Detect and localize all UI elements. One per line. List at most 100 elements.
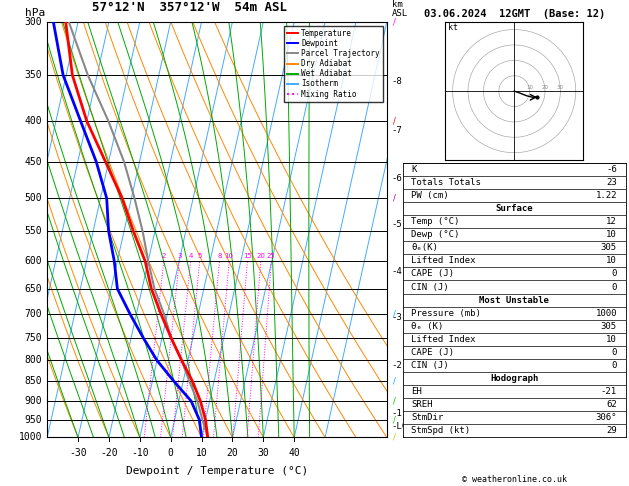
Text: -6: -6 (606, 165, 617, 174)
Text: Most Unstable: Most Unstable (479, 295, 549, 305)
Text: 10: 10 (606, 257, 617, 265)
Text: 850: 850 (25, 376, 42, 386)
Text: -4: -4 (392, 267, 403, 276)
Text: 10: 10 (606, 230, 617, 239)
Text: CAPE (J): CAPE (J) (411, 348, 455, 357)
Text: -7: -7 (392, 126, 403, 135)
Text: 305: 305 (601, 322, 617, 331)
Text: /: / (393, 415, 396, 424)
Text: Mixing Ratio (g/kg): Mixing Ratio (g/kg) (411, 178, 420, 281)
Text: /: / (393, 17, 396, 26)
Text: 305: 305 (601, 243, 617, 252)
Text: 29: 29 (606, 426, 617, 435)
Text: 20: 20 (226, 448, 238, 458)
Text: SREH: SREH (411, 400, 433, 409)
Text: CIN (J): CIN (J) (411, 361, 449, 370)
Text: Lifted Index: Lifted Index (411, 257, 476, 265)
Text: /: / (393, 377, 396, 386)
Text: 0: 0 (168, 448, 174, 458)
Text: 550: 550 (25, 226, 42, 236)
Text: 306°: 306° (596, 413, 617, 422)
Text: 650: 650 (25, 284, 42, 294)
Text: -21: -21 (601, 387, 617, 396)
Text: 600: 600 (25, 256, 42, 266)
Text: CAPE (J): CAPE (J) (411, 269, 455, 278)
Text: 23: 23 (606, 178, 617, 187)
Text: Surface: Surface (496, 204, 533, 213)
Text: Dewp (°C): Dewp (°C) (411, 230, 460, 239)
Text: 400: 400 (25, 116, 42, 126)
Text: 10: 10 (196, 448, 208, 458)
Text: Lifted Index: Lifted Index (411, 335, 476, 344)
Text: EH: EH (411, 387, 422, 396)
Text: Dewpoint / Temperature (°C): Dewpoint / Temperature (°C) (126, 467, 308, 476)
Text: 40: 40 (288, 448, 300, 458)
Text: -1: -1 (392, 409, 403, 418)
Text: hPa: hPa (25, 8, 45, 17)
Text: 900: 900 (25, 396, 42, 406)
Text: -8: -8 (392, 77, 403, 87)
Text: 4: 4 (189, 253, 193, 259)
Text: 10: 10 (606, 335, 617, 344)
Text: 0: 0 (611, 282, 617, 292)
Text: 350: 350 (25, 70, 42, 80)
Text: -2: -2 (392, 361, 403, 370)
Text: CIN (J): CIN (J) (411, 282, 449, 292)
Text: © weatheronline.co.uk: © weatheronline.co.uk (462, 475, 567, 484)
Text: 0: 0 (611, 348, 617, 357)
Text: 57°12'N  357°12'W  54m ASL: 57°12'N 357°12'W 54m ASL (92, 0, 287, 14)
Text: K: K (411, 165, 417, 174)
Text: 950: 950 (25, 415, 42, 425)
Text: 20: 20 (542, 85, 548, 89)
Text: 450: 450 (25, 157, 42, 167)
Text: 2: 2 (162, 253, 166, 259)
Text: Totals Totals: Totals Totals (411, 178, 481, 187)
Text: 1000: 1000 (19, 433, 42, 442)
Text: 25: 25 (267, 253, 276, 259)
Text: 0: 0 (611, 269, 617, 278)
Text: 03.06.2024  12GMT  (Base: 12): 03.06.2024 12GMT (Base: 12) (423, 9, 605, 19)
Text: θₑ (K): θₑ (K) (411, 322, 443, 331)
Text: 1000: 1000 (596, 309, 617, 318)
Text: /: / (393, 397, 396, 405)
Legend: Temperature, Dewpoint, Parcel Trajectory, Dry Adiabat, Wet Adiabat, Isotherm, Mi: Temperature, Dewpoint, Parcel Trajectory… (284, 26, 383, 102)
Text: -20: -20 (100, 448, 118, 458)
Text: -30: -30 (69, 448, 87, 458)
Text: 0: 0 (611, 361, 617, 370)
Text: 800: 800 (25, 355, 42, 365)
Text: 62: 62 (606, 400, 617, 409)
Text: 30: 30 (557, 85, 564, 89)
Text: Hodograph: Hodograph (490, 374, 538, 383)
Text: -6: -6 (392, 174, 403, 183)
Text: 8: 8 (217, 253, 222, 259)
Text: 500: 500 (25, 193, 42, 203)
Text: 30: 30 (257, 448, 269, 458)
Text: kt: kt (448, 22, 458, 32)
Text: PW (cm): PW (cm) (411, 191, 449, 200)
Text: -10: -10 (131, 448, 148, 458)
Text: /: / (393, 117, 396, 126)
Text: StmDir: StmDir (411, 413, 443, 422)
Text: /: / (393, 433, 396, 442)
Text: 12: 12 (606, 217, 617, 226)
Text: -3: -3 (392, 313, 403, 322)
Text: 300: 300 (25, 17, 42, 27)
Text: km
ASL: km ASL (392, 0, 408, 17)
Text: 5: 5 (198, 253, 202, 259)
Text: 10: 10 (225, 253, 234, 259)
Text: 20: 20 (257, 253, 265, 259)
Text: θₑ(K): θₑ(K) (411, 243, 438, 252)
Text: 10: 10 (526, 85, 533, 89)
Text: /: / (393, 310, 396, 319)
Text: 1.22: 1.22 (596, 191, 617, 200)
Text: -LCL: -LCL (392, 422, 413, 431)
Text: 15: 15 (243, 253, 252, 259)
Text: -5: -5 (392, 220, 403, 229)
Text: Pressure (mb): Pressure (mb) (411, 309, 481, 318)
Text: /: / (393, 194, 396, 203)
Text: 700: 700 (25, 309, 42, 319)
Text: 750: 750 (25, 333, 42, 343)
Text: StmSpd (kt): StmSpd (kt) (411, 426, 470, 435)
Text: 3: 3 (177, 253, 182, 259)
Text: Temp (°C): Temp (°C) (411, 217, 460, 226)
